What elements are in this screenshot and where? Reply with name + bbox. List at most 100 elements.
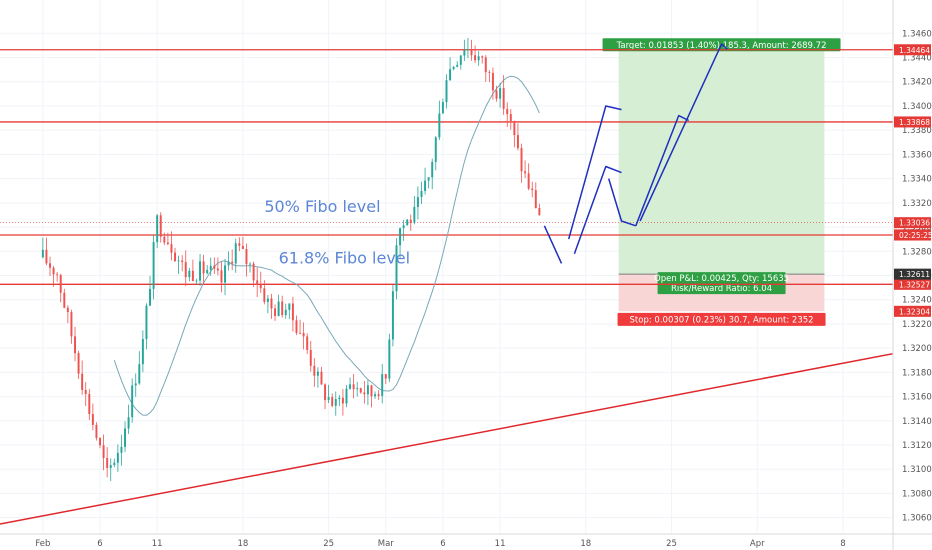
projection-arrow[interactable] — [573, 165, 622, 254]
candle-body — [263, 288, 266, 302]
candle-body — [481, 56, 484, 58]
candle-body — [234, 243, 237, 264]
candle-body — [370, 385, 373, 397]
candle-body — [449, 69, 452, 81]
candle-body — [70, 312, 73, 337]
candle-body — [395, 245, 398, 292]
candle-body — [320, 371, 323, 385]
candle-body — [491, 72, 494, 91]
time-axis[interactable]: Feb 6 11 18 25 Mar 6 11 18 25 Apr 8 — [0, 533, 932, 549]
price-tag-label: 1.33036 — [899, 219, 930, 228]
candle-body — [131, 385, 134, 418]
price-tick-label: 1.34600 — [902, 29, 932, 39]
candle-body — [441, 102, 444, 114]
time-tick-label: Mar — [378, 539, 395, 549]
candle-body — [495, 90, 498, 99]
candle-body — [174, 252, 177, 262]
projection-arrow[interactable] — [635, 114, 690, 227]
candle-body — [134, 383, 137, 386]
projection-arrow[interactable] — [607, 178, 637, 227]
candle-body — [499, 88, 502, 99]
candle-body — [520, 148, 523, 172]
candle-body — [313, 365, 316, 376]
candle-body — [352, 384, 355, 390]
candle-body — [409, 219, 412, 223]
candle-body — [291, 303, 294, 321]
candles — [41, 37, 541, 481]
fibo-618-label: 61.8% Fibo level — [279, 248, 410, 267]
candle-body — [66, 307, 69, 313]
candle-body — [166, 242, 169, 245]
time-tick-label: Apr — [750, 539, 765, 549]
candle-body — [452, 66, 455, 70]
price-tick-label: 1.31800 — [902, 368, 932, 378]
projection-arrow[interactable] — [567, 105, 622, 240]
projection-arrows[interactable] — [543, 43, 728, 264]
price-tick-label: 1.31200 — [902, 441, 932, 451]
candle-body — [488, 72, 491, 73]
candle-body — [381, 374, 384, 396]
price-tick-label: 1.30800 — [902, 489, 932, 499]
candle-body — [434, 137, 437, 162]
candle-body — [538, 208, 541, 216]
candle-body — [324, 384, 327, 401]
fibo-50-label: 50% Fibo level — [264, 197, 380, 216]
price-tag-box — [894, 268, 931, 280]
candle-body — [277, 301, 280, 316]
position-tool[interactable]: Target: 0.01853 (1.40%) 185.3, Amount: 2… — [602, 38, 841, 326]
candle-body — [152, 242, 155, 289]
candle-body — [124, 428, 127, 447]
price-tick-label: 1.34200 — [902, 78, 932, 88]
time-tick-label: 11 — [495, 539, 506, 549]
candle-body — [281, 301, 284, 316]
candle-body — [456, 64, 459, 67]
candle-body — [309, 349, 312, 366]
candle-body — [363, 392, 366, 395]
candle-body — [127, 417, 130, 429]
projection-arrow[interactable] — [543, 225, 563, 264]
price-tag-label: 02:25:25 — [899, 231, 932, 240]
candle-body — [191, 270, 194, 282]
candle-body — [391, 291, 394, 340]
candle-body — [202, 261, 205, 274]
time-tick-label: 25 — [666, 539, 677, 549]
price-tag-box — [894, 229, 931, 241]
candle-body — [52, 267, 55, 275]
candle-body — [209, 265, 212, 270]
candle-body — [252, 263, 255, 281]
price-tick-label: 1.33400 — [902, 175, 932, 185]
trendline[interactable] — [0, 352, 894, 525]
candle-body — [366, 385, 369, 395]
time-tick-label: 11 — [152, 539, 163, 549]
time-tick-label: 8 — [840, 539, 845, 549]
candle-body — [345, 388, 348, 404]
price-tick-label: 1.31000 — [902, 465, 932, 475]
candle-body — [106, 457, 109, 468]
candle-body — [431, 161, 434, 178]
level-tag-label: 1.34464 — [899, 46, 930, 55]
candle-body — [356, 388, 359, 390]
trendline-group[interactable] — [0, 352, 894, 525]
price-axis[interactable]: 1.34600 1.34400 1.34200 1.34000 1.33800 1.336… — [892, 0, 932, 550]
horizontal-levels[interactable] — [0, 49, 893, 285]
level-tag-box — [894, 278, 931, 290]
candle-body — [459, 55, 462, 65]
candle-body — [524, 171, 527, 174]
candle-body — [306, 336, 309, 350]
moving-average-group — [113, 75, 540, 416]
candle-body — [141, 339, 144, 365]
candle-body — [120, 446, 123, 453]
candle-body — [91, 414, 94, 425]
projection-arrow[interactable] — [639, 43, 728, 222]
candle-body — [177, 260, 180, 262]
price-tag-box — [894, 305, 931, 317]
candle-body — [163, 236, 166, 243]
candle-body — [195, 280, 198, 282]
candle-body — [424, 180, 427, 191]
profit-zone[interactable] — [618, 49, 825, 275]
candle-body — [159, 215, 162, 237]
candle-body — [327, 397, 330, 401]
candle-body — [374, 394, 377, 397]
